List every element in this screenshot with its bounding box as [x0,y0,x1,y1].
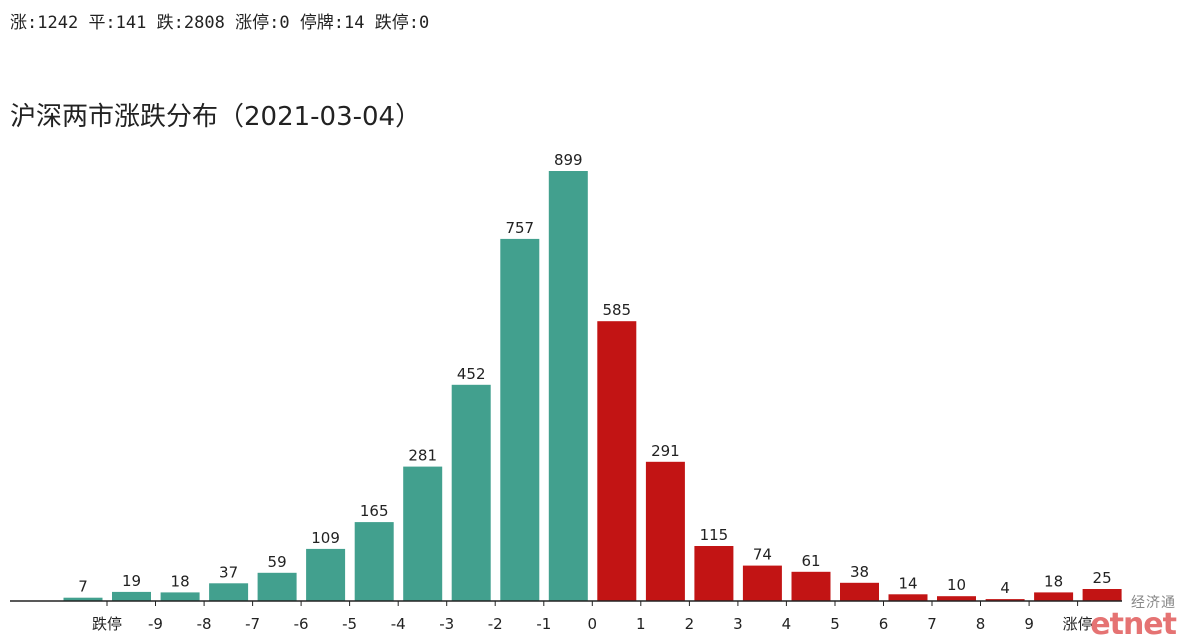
bar-value-label: 281 [408,447,437,465]
bar-value-label: 74 [753,546,772,564]
x-tick-label: 4 [782,615,792,633]
stat-suspended: 停牌:14 [299,13,365,33]
x-tick-label: -1 [536,615,551,633]
bar [548,171,588,601]
x-tick-label: -4 [391,615,406,633]
bar [112,591,151,601]
x-tick-label: 跌停 [92,615,122,633]
bar [791,571,831,601]
bar-value-label: 61 [801,552,820,570]
stat-flat: 平:141 [88,13,147,33]
stat-up: 涨:1242 [10,13,79,33]
x-tick-label: 3 [733,615,743,633]
x-tick-label: 涨停 [1063,615,1093,633]
bar-value-label: 18 [1044,572,1063,590]
x-tick-label: 6 [879,615,889,633]
bar [306,548,346,601]
x-tick-label: -6 [294,615,309,633]
stat-limit-up: 涨停:0 [235,13,290,33]
x-tick-label: 2 [685,615,695,633]
x-tick-label: -2 [488,615,503,633]
x-tick-label: 1 [636,615,646,633]
bar-value-label: 59 [268,553,287,571]
bar-value-label: 25 [1093,569,1112,587]
bar [403,466,443,601]
bar [257,572,297,601]
x-tick-label: -9 [148,615,163,633]
bar [63,597,103,601]
bar-value-label: 4 [1000,579,1010,597]
logo-cn-text: 经济通 [1131,595,1176,611]
chart-title: 沪深两市涨跌分布（2021-03-04） [10,102,422,132]
bar-value-label: 291 [651,442,680,460]
x-tick-label: -5 [342,615,357,633]
bar-value-label: 37 [219,563,238,581]
x-tick-label: -3 [439,615,454,633]
bar [500,238,540,601]
bar [1034,592,1074,601]
market-stats: 涨:1242 平:141 跌:2808 涨停:0 停牌:14 跌停:0 [10,8,429,33]
bar [742,565,782,601]
bar-value-label: 14 [898,574,917,592]
bar-value-label: 18 [171,572,190,590]
bar [694,546,734,601]
x-tick-label: 0 [588,615,598,633]
bar-value-label: 115 [700,526,729,544]
x-tick-label: 7 [927,615,937,633]
bar [160,592,200,601]
bar-value-label: 19 [122,572,141,590]
bar-value-label: 899 [554,151,583,169]
bar [985,599,1025,601]
bar-value-label: 452 [457,365,486,383]
bar-value-label: 109 [311,529,340,547]
x-tick-label: 9 [1024,615,1034,633]
x-tick-label: 8 [976,615,986,633]
bar-value-label: 585 [602,301,631,319]
bar [937,596,976,601]
stat-limit-down: 跌停:0 [374,13,430,33]
bar [1082,589,1122,601]
bar [597,321,637,601]
bar-value-label: 38 [850,563,869,581]
bar [209,583,249,601]
bar [840,582,879,601]
bar-value-label: 165 [360,502,389,520]
bar [888,594,928,601]
stat-down: 跌:2808 [156,13,225,33]
bar [451,384,491,601]
bar [354,522,394,601]
logo-en-text: etnet [1090,607,1177,642]
x-tick-label: 5 [830,615,840,633]
x-tick-label: -8 [197,615,212,633]
x-tick-label: -7 [245,615,260,633]
etnet-logo: 经济通 etnet [1056,595,1177,642]
bar-value-label: 757 [505,219,534,237]
bar-value-label: 7 [78,578,88,596]
bar [645,461,685,601]
bar-value-label: 10 [947,576,966,594]
